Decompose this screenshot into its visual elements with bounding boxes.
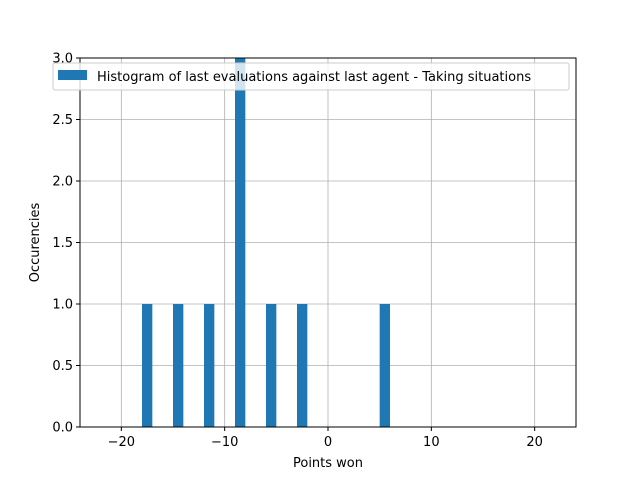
histogram-bar — [173, 304, 184, 427]
x-tick-label: 10 — [423, 435, 440, 450]
x-tick-label: 0 — [324, 435, 332, 450]
legend-swatch — [58, 70, 87, 80]
x-tick-label: −10 — [211, 435, 238, 450]
histogram-bar — [235, 58, 246, 427]
legend-label: Histogram of last evaluations against la… — [97, 70, 531, 85]
histogram-bar — [266, 304, 277, 427]
y-tick-label: 1.5 — [52, 236, 73, 251]
histogram-bar — [204, 304, 215, 427]
legend-box — [52, 62, 570, 91]
histogram-bar — [297, 304, 308, 427]
y-tick-label: 1.0 — [52, 298, 73, 313]
y-tick-label: 0.0 — [52, 421, 73, 436]
histogram-bar — [142, 304, 153, 427]
legend: Histogram of last evaluations against la… — [52, 62, 570, 91]
x-tick-label: −20 — [108, 435, 135, 450]
bars — [142, 58, 390, 427]
y-axis-label: Occurencies — [28, 202, 43, 282]
y-tick-label: 2.0 — [52, 175, 73, 190]
grid — [80, 57, 576, 428]
x-axis-ticks: −20 −10 0 10 20 — [108, 427, 543, 450]
histogram-bar — [379, 304, 390, 427]
y-tick-label: 2.5 — [52, 113, 73, 128]
y-tick-label: 0.5 — [52, 359, 73, 374]
x-axis-label: Points won — [293, 456, 363, 471]
x-tick-label: 20 — [526, 435, 543, 450]
y-axis-ticks: 0.00.51.01.52.02.53.0 — [52, 52, 80, 436]
